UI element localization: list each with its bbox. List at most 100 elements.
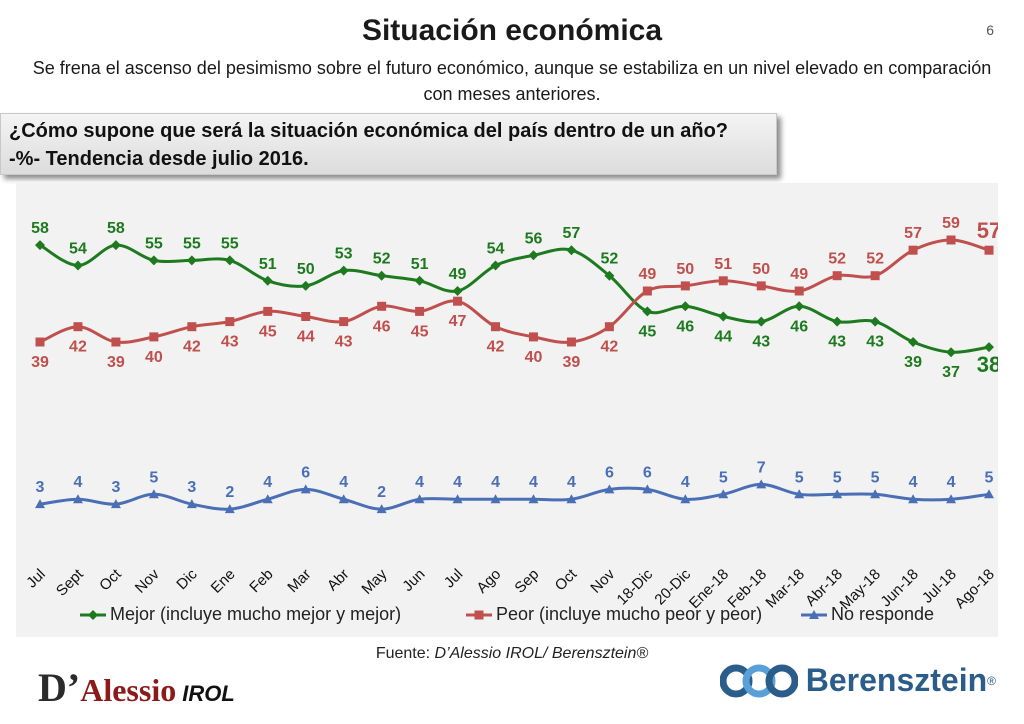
data-label-mejor: 54 — [69, 241, 87, 258]
data-point-mejor — [908, 337, 919, 347]
data-label-peor: 46 — [373, 318, 391, 335]
page-subtitle: Se frena el ascenso del pesimismo sobre … — [32, 58, 992, 104]
data-label-mejor: 58 — [31, 220, 49, 237]
data-label-mejor: 58 — [107, 220, 125, 237]
data-point-mejor — [376, 270, 387, 281]
data-point-mejor — [946, 347, 957, 358]
data-point-no-responde — [186, 499, 197, 509]
data-point-no-responde — [110, 499, 121, 509]
berensztein-mark-icon — [719, 664, 798, 697]
data-label-no-responde: 5 — [719, 469, 728, 486]
data-label-no-responde: 4 — [567, 474, 576, 491]
data-point-peor — [225, 317, 235, 327]
x-tick-label: Jun — [399, 566, 428, 595]
data-label-mejor: 55 — [221, 235, 239, 252]
data-point-no-responde — [908, 494, 919, 504]
data-point-mejor — [262, 275, 273, 286]
data-point-mejor — [110, 240, 121, 251]
data-point-peor — [111, 337, 121, 347]
page-number: 6 — [986, 22, 994, 38]
logo-right-reg: ® — [987, 673, 996, 688]
series-line-peor — [39, 238, 990, 344]
x-tick-label: Sept — [53, 565, 87, 599]
data-label-mejor: 45 — [638, 323, 656, 340]
source-label: Fuente: — [375, 645, 435, 662]
x-tick-label: Nov — [587, 565, 618, 596]
legend-marker — [474, 610, 484, 620]
data-label-mejor: 46 — [676, 318, 694, 335]
data-point-mejor — [718, 311, 729, 322]
chart-background — [16, 183, 998, 637]
legend-label: Peor (incluye mucho peor y peor) — [496, 604, 762, 624]
data-label-mejor: 39 — [904, 354, 922, 371]
x-tick-label: Sep — [511, 566, 542, 597]
x-tick-label: Jul — [441, 566, 467, 592]
data-point-peor — [680, 281, 690, 291]
data-point-mejor — [490, 260, 501, 271]
data-label-no-responde: 4 — [909, 474, 918, 491]
data-point-no-responde — [452, 494, 463, 504]
data-label-peor: 42 — [183, 339, 201, 356]
data-point-mejor — [680, 301, 691, 312]
x-tick-label: Nov — [132, 565, 163, 596]
data-point-no-responde — [490, 494, 501, 504]
data-label-peor: 43 — [335, 334, 353, 351]
data-label-no-responde: 4 — [263, 474, 272, 491]
data-label-peor: 40 — [145, 349, 163, 366]
data-point-mejor — [72, 260, 83, 271]
data-label-no-responde: 6 — [643, 464, 652, 481]
legend-marker — [809, 610, 819, 619]
data-label-peor: 42 — [487, 339, 505, 356]
data-label-no-responde: 3 — [187, 479, 196, 496]
data-label-peor: 49 — [638, 266, 656, 283]
data-point-peor — [908, 245, 918, 255]
data-point-no-responde — [224, 504, 235, 514]
data-point-mejor — [642, 306, 653, 317]
data-point-mejor — [528, 250, 539, 261]
data-point-peor — [528, 332, 538, 342]
data-label-mejor: 52 — [601, 251, 619, 268]
legend-marker — [88, 610, 98, 620]
data-label-peor: 59 — [942, 215, 960, 232]
data-label-mejor: 37 — [942, 364, 960, 381]
data-point-peor — [566, 337, 576, 347]
data-point-peor — [946, 235, 956, 245]
data-label-no-responde: 2 — [225, 484, 234, 501]
data-point-peor — [187, 322, 197, 332]
data-point-peor — [301, 312, 311, 321]
question-text: ¿Cómo supone que será la situación econó… — [9, 120, 729, 142]
data-label-peor: 40 — [525, 349, 543, 366]
data-point-no-responde — [984, 489, 994, 499]
data-point-peor — [377, 301, 387, 311]
data-label-no-responde: 2 — [377, 484, 386, 501]
data-label-peor: 57 — [904, 225, 922, 242]
data-label-mejor: 46 — [790, 318, 808, 335]
data-point-peor — [263, 306, 273, 316]
data-point-mejor — [870, 316, 881, 327]
page-title: Situación económica — [361, 14, 663, 47]
data-point-peor — [794, 286, 804, 296]
data-point-peor — [491, 322, 501, 332]
data-label-mejor: 50 — [297, 261, 315, 278]
logo-left-irol: IROL — [182, 681, 235, 706]
x-tick-label: Feb — [246, 566, 276, 596]
data-label-peor: 42 — [601, 339, 619, 356]
data-label-no-responde: 4 — [681, 474, 690, 491]
data-point-no-responde — [756, 479, 767, 489]
data-label-peor: 45 — [411, 323, 429, 340]
data-label-no-responde: 6 — [301, 464, 310, 481]
data-point-no-responde — [528, 494, 539, 504]
x-tick-label: 18-Dic — [614, 565, 657, 608]
data-label-mejor: 53 — [335, 246, 353, 263]
logo-right-name: Berensztein — [805, 662, 988, 698]
data-point-mejor — [186, 255, 197, 266]
data-label-peor: 52 — [828, 251, 846, 268]
data-label-peor: 50 — [676, 261, 694, 278]
data-label-mejor: 49 — [449, 266, 467, 283]
data-label-no-responde: 5 — [149, 469, 158, 486]
data-point-mejor — [35, 240, 45, 251]
data-point-peor — [35, 337, 45, 347]
data-label-no-responde: 7 — [757, 459, 766, 476]
data-point-no-responde — [870, 489, 881, 499]
data-point-peor — [832, 271, 842, 281]
